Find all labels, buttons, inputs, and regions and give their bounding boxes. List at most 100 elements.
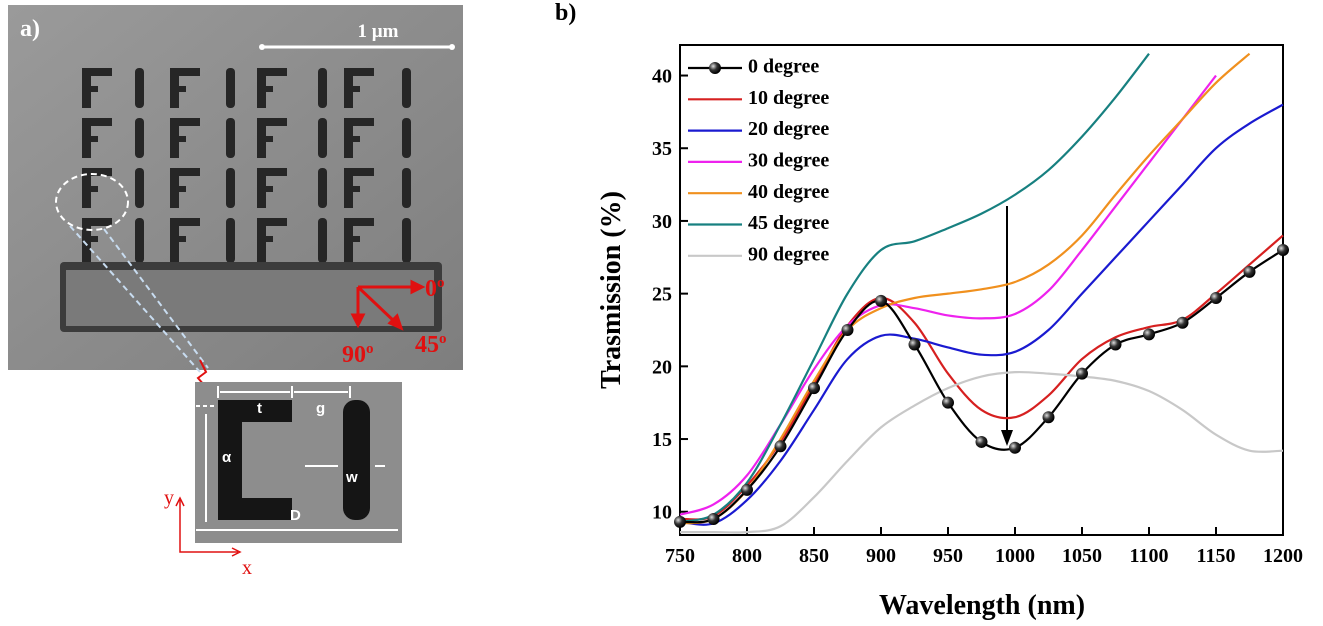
e-mid — [170, 136, 186, 142]
point — [841, 323, 854, 336]
plot-frame — [679, 44, 1284, 536]
e-top — [257, 168, 287, 176]
point — [942, 396, 954, 409]
x-tick-label: 1200 — [1263, 545, 1303, 567]
e-top — [257, 218, 287, 226]
angle-label: 90o — [342, 341, 374, 368]
x-tick-label: 1000 — [995, 545, 1035, 567]
i-bar — [135, 68, 144, 108]
legend-label: 20 degree — [748, 118, 829, 140]
e-top — [344, 168, 374, 176]
i-bar — [135, 218, 144, 263]
e-top — [170, 68, 200, 76]
e-top — [170, 218, 200, 226]
zoom-ellipse — [55, 173, 129, 231]
y-tick-label: 35 — [652, 138, 672, 160]
point — [1076, 367, 1088, 380]
x-tick-label: 750 — [665, 545, 695, 567]
dimension-label: α — [222, 449, 232, 466]
x-tick-label: 1150 — [1197, 545, 1236, 567]
point — [1143, 328, 1155, 341]
x-tick-label: 1050 — [1062, 545, 1102, 567]
dimension-label: t — [257, 400, 262, 417]
i-bar — [226, 68, 235, 108]
y-tick-label: 25 — [652, 284, 672, 306]
e-mid — [82, 236, 98, 242]
x-tick-label: 900 — [866, 545, 896, 567]
e-top — [82, 118, 112, 126]
e-top — [257, 68, 287, 76]
axis-x-label: x — [242, 557, 252, 579]
i-bar — [402, 168, 411, 208]
point — [1210, 291, 1222, 304]
dimension-label: w — [345, 469, 358, 486]
point — [975, 435, 988, 448]
e-top — [170, 168, 200, 176]
e-mid — [344, 86, 360, 92]
legend-label: 90 degree — [748, 243, 829, 265]
e-top — [82, 68, 112, 76]
e-mid — [82, 86, 98, 92]
e-mid — [257, 86, 273, 92]
c-shape — [218, 400, 292, 520]
point — [1176, 316, 1189, 329]
e-top — [344, 218, 374, 226]
e-top — [170, 118, 200, 126]
point — [741, 483, 753, 496]
i-bar — [226, 118, 235, 158]
i-bar — [402, 68, 411, 108]
series-line — [679, 249, 1284, 524]
point — [1042, 411, 1055, 424]
zoom-line — [69, 225, 201, 373]
e-top — [344, 118, 374, 126]
angle-arrows — [350, 279, 426, 331]
point — [908, 338, 921, 351]
y-tick-label: 30 — [652, 211, 672, 233]
scale-end — [449, 44, 455, 50]
scale-label: 1 µm — [357, 21, 398, 42]
i-bar — [318, 118, 327, 158]
panel-label: b) — [555, 0, 576, 26]
x-tick-label: 950 — [933, 545, 963, 567]
i-bar — [226, 168, 235, 208]
zoom-line — [103, 228, 209, 369]
i-bar — [318, 168, 327, 208]
i-shape — [343, 400, 370, 520]
point — [1009, 441, 1021, 454]
point — [674, 515, 686, 528]
e-top — [82, 168, 112, 176]
angle-label: 45o — [415, 331, 447, 358]
legend-marker — [709, 62, 721, 74]
e-mid — [170, 236, 186, 242]
series-line — [679, 74, 1217, 516]
dimension-label: g — [316, 400, 325, 417]
sem-panel: a) 1 µm 0o 45o 90o t g w α D — [8, 5, 463, 579]
e-top — [344, 68, 374, 76]
y-tick-label: 10 — [652, 502, 672, 524]
xy-axes — [175, 496, 242, 557]
x-tick-label: 800 — [732, 545, 762, 567]
e-mid — [344, 236, 360, 242]
platform-top — [66, 270, 434, 326]
i-bar — [318, 218, 327, 263]
e-mid — [82, 186, 98, 192]
e-top — [257, 118, 287, 126]
i-bar — [318, 68, 327, 108]
e-mid — [344, 136, 360, 142]
trend-arrowhead — [1001, 430, 1013, 446]
point — [875, 294, 887, 307]
scale-end — [259, 44, 265, 50]
e-mid — [257, 186, 273, 192]
x-tick-label: 850 — [799, 545, 829, 567]
series-line — [680, 370, 1284, 534]
y-tick-label: 20 — [652, 356, 672, 378]
e-mid — [170, 86, 186, 92]
legend-label: 10 degree — [748, 87, 829, 109]
point — [707, 513, 720, 526]
point — [1109, 338, 1122, 351]
dimension-lines — [196, 386, 398, 531]
angle-label: 0o — [425, 275, 445, 302]
x-axis-title: Wavelength (nm) — [879, 590, 1085, 621]
legend-label: 0 degree — [748, 56, 819, 78]
